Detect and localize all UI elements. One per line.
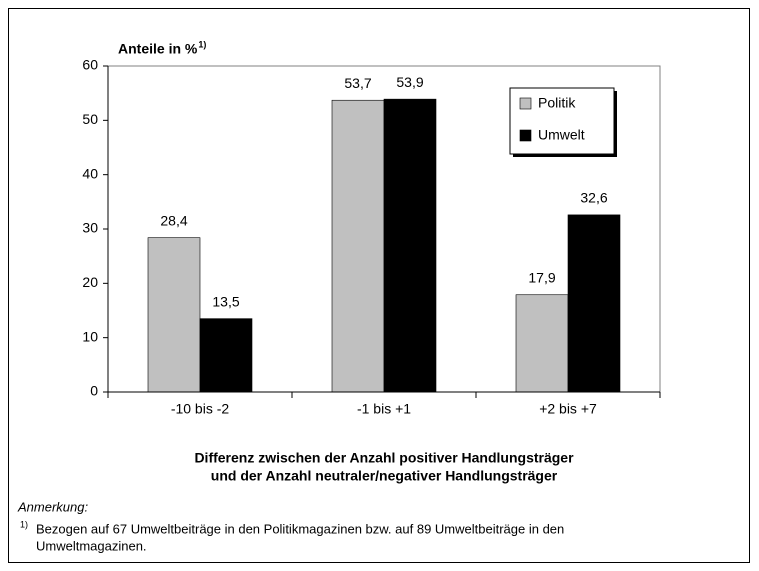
x-tick-label: -10 bis -2 xyxy=(171,401,230,417)
legend-swatch xyxy=(519,97,532,110)
y-tick-label: 40 xyxy=(82,165,98,181)
bar xyxy=(147,237,201,393)
bar xyxy=(383,98,437,393)
y-tick-label: 20 xyxy=(82,274,98,290)
y-tick-label: 60 xyxy=(82,57,98,73)
bar xyxy=(331,99,385,393)
note-marker: 1) xyxy=(20,519,28,529)
y-axis-label-marker: 1) xyxy=(198,39,206,49)
value-label: 53,7 xyxy=(344,75,371,91)
y-tick-label: 50 xyxy=(82,111,98,127)
value-label: 53,9 xyxy=(396,74,423,90)
note-heading: Anmerkung: xyxy=(17,499,88,514)
value-label: 28,4 xyxy=(160,212,187,228)
y-tick-label: 30 xyxy=(82,220,98,236)
bar xyxy=(567,214,621,393)
x-axis-label: Differenz zwischen der Anzahl positiver … xyxy=(194,450,574,466)
legend-swatch xyxy=(519,129,532,142)
legend-label: Politik xyxy=(538,95,576,111)
note-text: Bezogen auf 67 Umweltbeiträge in den Pol… xyxy=(36,521,564,536)
value-label: 13,5 xyxy=(212,293,239,309)
x-axis-label: und der Anzahl neutraler/negativer Handl… xyxy=(211,468,558,484)
x-tick-label: +2 bis +7 xyxy=(539,401,597,417)
y-tick-label: 0 xyxy=(90,383,98,399)
bar xyxy=(515,294,569,393)
note-text: Umweltmagazinen. xyxy=(36,538,147,553)
bar xyxy=(199,318,253,393)
x-tick-label: -1 bis +1 xyxy=(357,401,411,417)
value-label: 17,9 xyxy=(528,269,555,285)
y-tick-label: 10 xyxy=(82,328,98,344)
y-axis-label: Anteile in % xyxy=(118,41,198,57)
value-label: 32,6 xyxy=(580,190,607,206)
legend-label: Umwelt xyxy=(538,127,585,143)
